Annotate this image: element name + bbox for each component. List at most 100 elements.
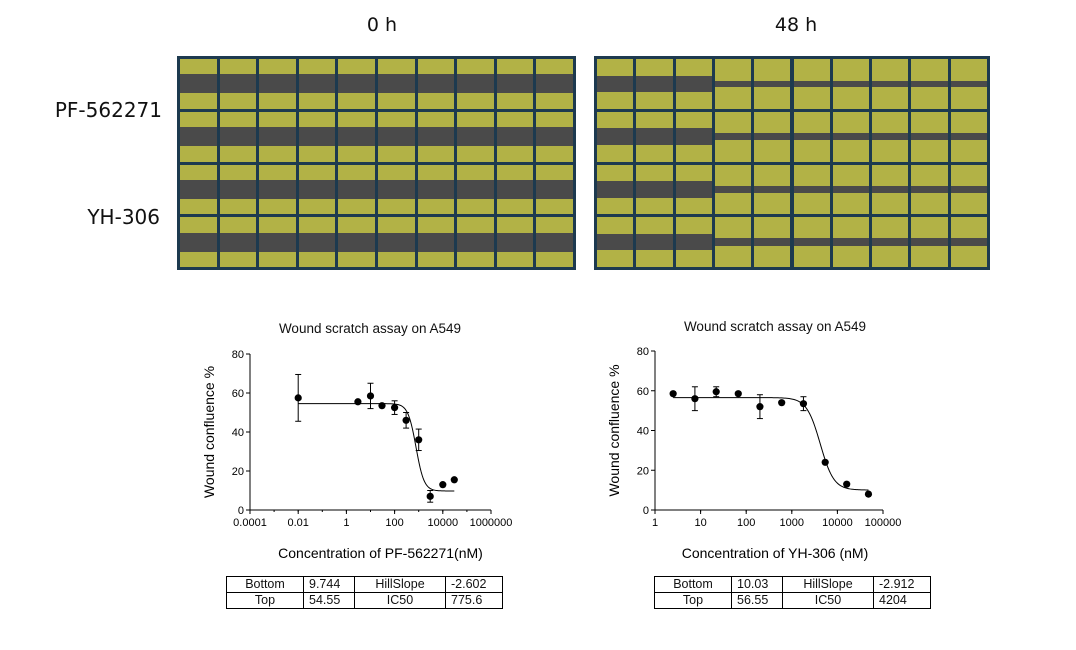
wound-image-tile <box>219 217 257 267</box>
wound-image-tile <box>378 59 415 109</box>
x-tick-label: 100000 <box>865 517 902 529</box>
wound-gap <box>872 80 909 88</box>
x-tick-label: 10000 <box>428 517 459 529</box>
wound-gap <box>950 132 987 141</box>
wound-image-tile <box>793 59 830 109</box>
wound-image-tile <box>675 217 712 267</box>
wound-gap <box>180 127 217 147</box>
y-tick-label: 40 <box>232 427 244 439</box>
wound-gap <box>911 186 948 193</box>
wound-gap <box>872 238 909 246</box>
wound-gap <box>754 238 791 246</box>
wound-image-tile <box>911 164 948 215</box>
wound-image-tile <box>911 111 948 162</box>
wound-gap <box>378 179 415 199</box>
params-cell: Bottom <box>226 576 304 593</box>
params-cell: Top <box>654 592 732 609</box>
wound-image-tile <box>457 59 494 109</box>
wound-image-tile <box>754 164 791 215</box>
wound-gap <box>378 127 415 147</box>
y-tick-label: 20 <box>232 466 244 478</box>
wound-image-tile <box>832 111 870 162</box>
data-point <box>378 402 386 410</box>
x-tick-label: 100 <box>737 517 755 529</box>
wound-image-tile <box>417 164 455 215</box>
data-point <box>712 388 720 396</box>
wound-gap <box>714 80 752 88</box>
wound-image-tile <box>597 217 634 267</box>
wound-image-tile <box>754 217 791 267</box>
time-label-48h: 48 h <box>774 14 818 36</box>
wound-image-tile <box>180 111 217 162</box>
row-label-pf562271: PF-562271 <box>54 98 162 122</box>
wound-image-tile <box>911 59 948 109</box>
wound-gap <box>597 75 634 93</box>
params-cell: 4204 <box>873 592 931 609</box>
wound-image-tile <box>338 111 375 162</box>
wound-image-tile <box>378 111 415 162</box>
wound-image-tile <box>636 111 673 162</box>
wound-image-tile <box>950 164 987 215</box>
y-axis-label: Wound confluence % <box>606 364 622 496</box>
wound-image-tile <box>180 59 217 109</box>
wound-gap <box>457 179 494 199</box>
wound-gap <box>793 132 830 141</box>
wound-image-tile <box>259 217 296 267</box>
wound-gap <box>298 232 336 252</box>
x-tick-label: 100 <box>385 517 403 529</box>
wound-gap <box>180 232 217 252</box>
wound-gap <box>536 127 573 147</box>
chart-2-title: Wound scratch assay on A549 <box>683 319 867 334</box>
wound-image-tile <box>338 217 375 267</box>
wound-image-tile <box>298 217 336 267</box>
data-point <box>821 458 829 466</box>
params-cell: -2.912 <box>873 576 931 593</box>
wound-image-tile <box>378 217 415 267</box>
wound-image-tile <box>597 164 634 215</box>
data-point <box>864 490 873 498</box>
wound-gap <box>180 179 217 199</box>
params-cell: 56.55 <box>731 592 783 609</box>
wound-gap <box>872 186 909 193</box>
wound-image-tile <box>675 164 712 215</box>
x-axis-label: Concentration of PF-562271(nM) <box>278 545 483 561</box>
wound-image-tile <box>180 217 217 267</box>
wound-image-tile <box>675 59 712 109</box>
y-tick-label: 20 <box>637 465 649 477</box>
wound-gap <box>417 232 455 252</box>
params-cell: 775.6 <box>445 592 503 609</box>
wound-image-tile <box>496 111 534 162</box>
wound-gap <box>298 74 336 94</box>
wound-image-tile <box>636 59 673 109</box>
wound-image-tile <box>298 111 336 162</box>
wound-gap <box>457 74 494 94</box>
data-point <box>426 492 434 500</box>
wound-gap <box>457 232 494 252</box>
params-row: Top 56.55 IC50 4204 <box>654 592 931 609</box>
data-point <box>669 390 677 398</box>
wound-image-tile <box>457 164 494 215</box>
wound-gap <box>754 186 791 193</box>
wound-gap <box>259 74 296 94</box>
wound-gap <box>417 179 455 199</box>
wound-gap <box>259 127 296 147</box>
wound-image-tile <box>911 217 948 267</box>
chart-2-dose-response: 0 20 40 60 80 1 10 100 1000 10000 100000 Wound conf… <box>606 346 902 561</box>
wound-image-tile <box>832 59 870 109</box>
data-point <box>366 392 375 400</box>
wound-gap <box>259 179 296 199</box>
wound-image-tile <box>536 111 573 162</box>
wound-gap <box>378 232 415 252</box>
wound-gap <box>536 74 573 94</box>
wound-image-tile <box>793 217 830 267</box>
wound-image-tile <box>219 111 257 162</box>
wound-image-tile <box>536 217 573 267</box>
x-tick-label: 0.01 <box>287 517 308 529</box>
wound-image-tile <box>714 164 752 215</box>
wound-gap <box>219 179 257 199</box>
wound-gap <box>378 74 415 94</box>
wound-image-tile <box>872 164 909 215</box>
chart-1-title: Wound scratch assay on A549 <box>278 321 462 336</box>
wound-gap <box>793 80 830 88</box>
y-tick-label: 80 <box>637 346 649 358</box>
